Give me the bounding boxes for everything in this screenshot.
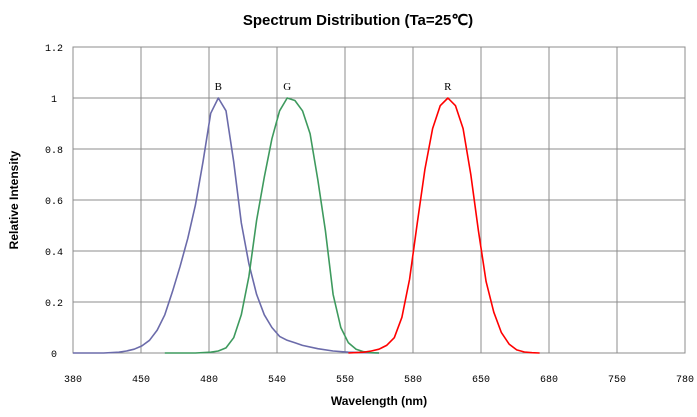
x-tick-label: 550	[336, 375, 354, 386]
x-tick-label: 780	[676, 375, 694, 386]
x-tick-label: 650	[472, 375, 490, 386]
x-tick-label: 380	[64, 375, 82, 386]
series-lines	[73, 97, 540, 354]
y-axis-ticks: 0 0.2 0.4 0.6 0.8 1 1.2	[45, 44, 63, 361]
x-tick-label: 540	[268, 375, 286, 386]
x-axis-title: Wavelength (nm)	[331, 394, 427, 408]
y-tick-label: 0.4	[45, 248, 63, 259]
series-label-r: R	[444, 81, 452, 93]
x-tick-label: 750	[608, 375, 626, 386]
x-tick-label: 450	[132, 375, 150, 386]
x-tick-label: 580	[404, 375, 422, 386]
y-tick-label: 0.8	[45, 146, 63, 157]
series-label-g: G	[283, 81, 291, 93]
series-line-r	[348, 97, 540, 354]
series-line-b	[73, 97, 380, 354]
y-tick-label: 1.2	[45, 44, 63, 55]
chart-title: Spectrum Distribution (Ta=25℃)	[243, 12, 473, 29]
series-label-b: B	[215, 81, 222, 93]
x-axis-ticks: 380 450 480 540 550 580 650 680 750 780	[64, 375, 694, 386]
y-tick-label: 0.6	[45, 197, 63, 208]
x-tick-label: 680	[540, 375, 558, 386]
y-tick-label: 1	[51, 95, 57, 106]
y-tick-label: 0	[51, 350, 57, 361]
x-tick-label: 480	[200, 375, 218, 386]
y-tick-label: 0.2	[45, 299, 63, 310]
series-line-g	[164, 97, 380, 354]
y-axis-title: Relative Intensity	[7, 150, 21, 249]
grid-lines	[72, 46, 686, 354]
